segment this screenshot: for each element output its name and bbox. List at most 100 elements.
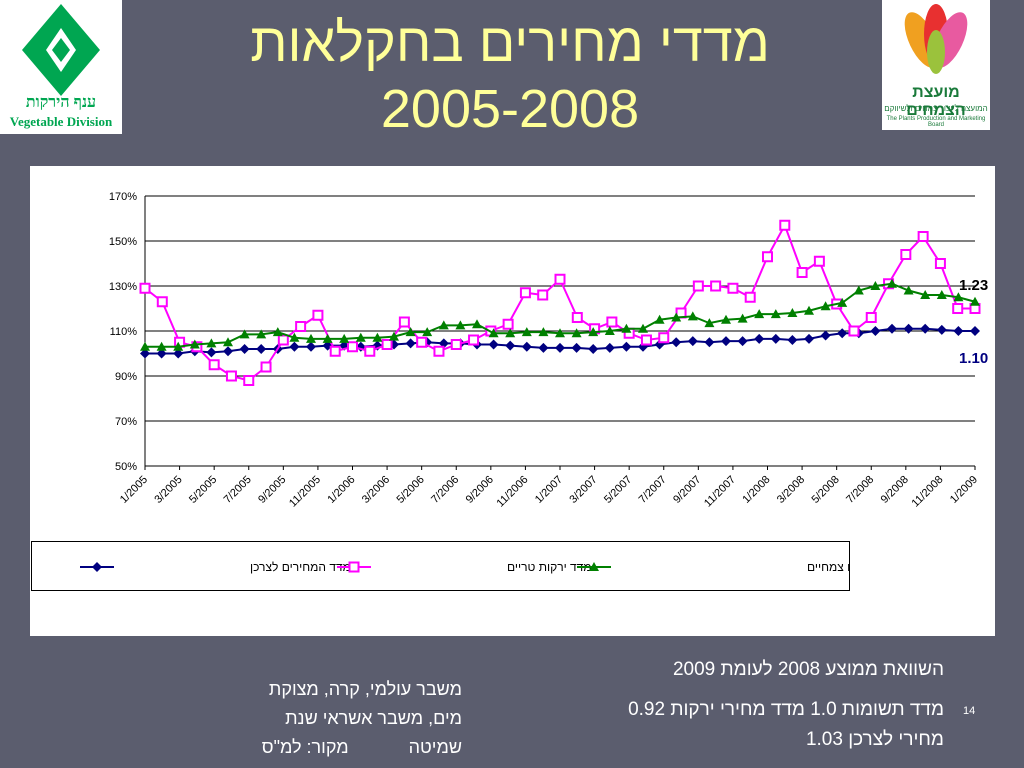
value-annotation: 1.23 (959, 277, 988, 294)
data-point (704, 318, 715, 328)
data-point (853, 285, 864, 295)
x-tick-label: 3/2005 (152, 474, 184, 506)
comparison-note: השוואת ממוצע 2008 לעומת 2009 מדד תשומות … (504, 655, 944, 755)
data-point (692, 280, 704, 292)
x-tick-label: 9/2005 (256, 474, 288, 506)
data-point (306, 341, 316, 352)
data-point (621, 341, 632, 352)
x-tick-label: 5/2006 (395, 474, 427, 506)
flower-logo-icon (904, 4, 968, 74)
y-tick-label: 70% (115, 416, 137, 428)
y-tick-label: 90% (115, 371, 137, 383)
data-point (339, 333, 350, 343)
data-point (381, 339, 393, 350)
data-point (92, 562, 102, 572)
data-point (671, 337, 682, 348)
x-tick-label: 1/2007 (533, 474, 565, 506)
chart-legend: מדד המחירים לצרכן מדד ירקות טריים מדד תשומ… (31, 541, 957, 591)
data-point (640, 334, 652, 346)
data-point (260, 361, 272, 373)
data-point (721, 336, 731, 347)
x-tick-label: 3/2008 (775, 474, 807, 506)
data-point (744, 291, 756, 303)
data-point (870, 281, 881, 290)
data-point (538, 342, 549, 353)
y-tick-label: 110% (110, 326, 138, 338)
data-point (804, 333, 814, 344)
legend-label: מדד תשומות בגידולים צמחיים (807, 560, 849, 574)
note-left-line2: מים, משבר אשראי שנת (285, 708, 462, 728)
data-point (538, 327, 549, 337)
data-point (903, 285, 914, 295)
x-tick-label: 5/2007 (602, 474, 634, 506)
x-tick-label: 11/2005 (287, 474, 323, 510)
data-point (737, 313, 748, 323)
x-tick-label: 7/2008 (844, 474, 876, 506)
data-point (936, 324, 947, 335)
note-right-line3: מחירי לצרכן 1.03 (805, 729, 944, 750)
data-point (488, 339, 499, 350)
data-point (638, 323, 648, 333)
data-point (206, 347, 217, 358)
data-point (189, 339, 200, 349)
x-tick-label: 3/2006 (360, 474, 392, 506)
data-point (589, 562, 599, 571)
data-point (416, 336, 428, 348)
x-tick-label: 7/2007 (637, 474, 669, 506)
data-point (727, 282, 739, 294)
data-point (721, 314, 731, 324)
legend-svg: מדד המחירים לצרכן מדד ירקות טריים מדד תשומ… (80, 560, 957, 574)
x-tick-label: 5/2005 (187, 474, 219, 506)
data-point (405, 338, 416, 349)
data-point (900, 249, 912, 260)
data-point (820, 301, 831, 311)
data-point (355, 332, 366, 342)
data-point (621, 323, 632, 333)
x-tick-label: 9/2008 (879, 474, 911, 506)
data-point (754, 333, 765, 344)
series-line (144, 222, 975, 382)
logo-diamond-icon (22, 4, 100, 96)
data-point (208, 359, 220, 371)
data-point (455, 320, 466, 330)
y-tick-label: 130% (109, 281, 137, 293)
x-tick-label: 1/2006 (325, 474, 357, 506)
data-point (554, 273, 566, 285)
data-point (787, 308, 798, 317)
x-tick-label: 11/2008 (910, 474, 946, 510)
data-point (329, 345, 341, 357)
data-point (903, 323, 914, 334)
data-point (770, 309, 781, 319)
x-tick-label: 1/2009 (948, 474, 980, 506)
x-tick-label: 9/2007 (671, 474, 703, 506)
data-point (953, 326, 964, 336)
title-line2: 2005-2008 (380, 79, 640, 139)
data-point (156, 348, 167, 359)
data-point (450, 339, 462, 350)
data-point (405, 327, 416, 337)
data-point (865, 312, 877, 323)
value-annotation: 1.10 (959, 350, 988, 367)
logo-left-text-en: Vegetable Division (9, 114, 113, 129)
data-point (920, 323, 931, 334)
data-point (225, 370, 237, 382)
data-point (953, 292, 964, 302)
data-point (671, 312, 682, 322)
data-point (970, 296, 980, 306)
data-point (289, 341, 300, 352)
data-point (156, 341, 167, 351)
data-point (438, 320, 449, 330)
data-point (970, 326, 980, 336)
y-tick-label: 150% (109, 236, 137, 248)
data-point (295, 321, 307, 332)
data-point (934, 258, 946, 269)
data-point (372, 332, 383, 342)
x-tick-label: 5/2008 (810, 474, 842, 506)
x-tick-label: 1/2008 (740, 474, 772, 506)
data-point (519, 287, 531, 299)
data-point (521, 341, 532, 352)
y-tick-label: 50% (115, 461, 137, 473)
data-point (521, 327, 532, 337)
data-point (920, 290, 931, 299)
data-point (779, 219, 791, 231)
